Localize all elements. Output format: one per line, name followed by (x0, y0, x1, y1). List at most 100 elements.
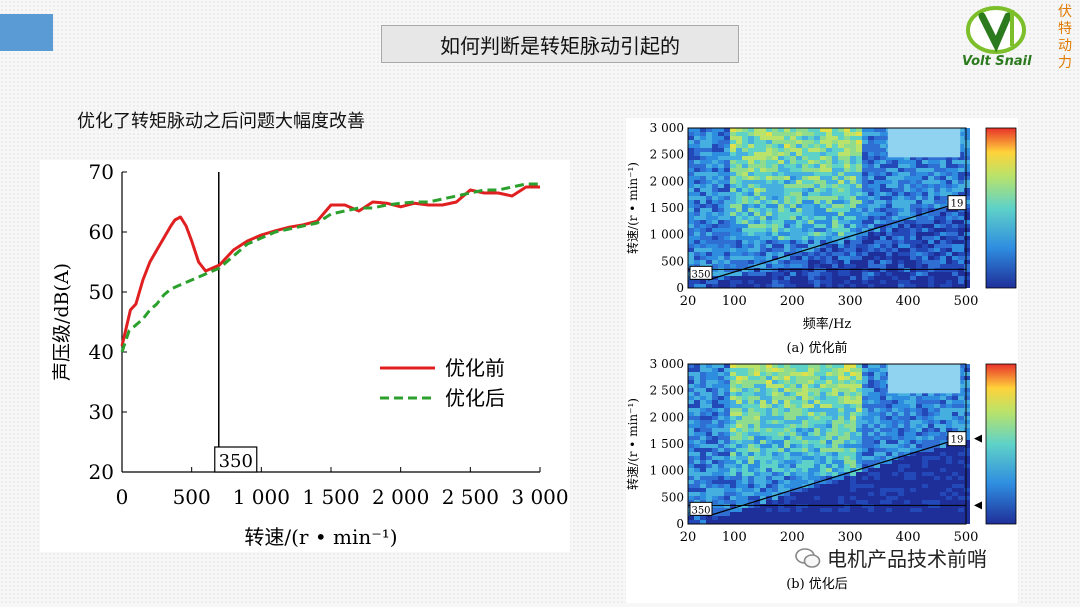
heatmap-cell (838, 212, 844, 216)
heatmap-cell (892, 412, 898, 416)
heatmap-cell (772, 192, 778, 196)
heatmap-cell (796, 428, 802, 432)
heatmap-cell (826, 264, 832, 268)
heatmap-cell (850, 504, 856, 508)
heatmap-cell (832, 152, 838, 156)
heatmap-cell (880, 440, 886, 444)
heatmap-cell (850, 188, 856, 192)
heatmap-cell (856, 424, 862, 428)
heatmap-cell (748, 388, 754, 392)
heatmap-cell (880, 152, 886, 156)
heatmap-cell (802, 168, 808, 172)
heatmap-cell (748, 260, 754, 264)
heatmap-cell (898, 160, 904, 164)
heatmap-cell (946, 172, 952, 176)
heatmap-cell (700, 468, 706, 472)
heatmap-cell (766, 500, 772, 504)
heatmap-cell (748, 164, 754, 168)
heatmap-cell (808, 432, 814, 436)
heatmap-cell (886, 444, 892, 448)
heatmap-cell (796, 160, 802, 164)
heatmap-cell (958, 460, 964, 464)
heatmap-cell (718, 472, 724, 476)
heatmap-cell (688, 224, 694, 228)
heatmap-cell (766, 208, 772, 212)
heatmap-cell (736, 404, 742, 408)
heatmap-cell (964, 516, 970, 520)
heatmap-cell (898, 200, 904, 204)
heatmap-cell (688, 132, 694, 136)
heatmap-cell (910, 444, 916, 448)
heatmap-cell (784, 480, 790, 484)
heatmap-cell (838, 384, 844, 388)
heatmap-cell (850, 424, 856, 428)
heatmap-cell (784, 416, 790, 420)
heatmap-cell (784, 140, 790, 144)
heatmap-cell (790, 452, 796, 456)
heatmap-cell (694, 260, 700, 264)
heatmap-cell (826, 176, 832, 180)
heatmap-cell (808, 436, 814, 440)
heatmap-cell (928, 272, 934, 276)
heatmap-cell (964, 376, 970, 380)
heatmap-cell (934, 180, 940, 184)
heatmap-cell (904, 424, 910, 428)
heatmap-cell (778, 384, 784, 388)
heatmap-cell (766, 412, 772, 416)
heatmap-cell (934, 404, 940, 408)
heatmap-cell (706, 180, 712, 184)
heatmap-cell (718, 448, 724, 452)
heatmap-cell (916, 220, 922, 224)
heatmap-cell (964, 228, 970, 232)
heatmap-cell (874, 384, 880, 388)
heatmap-cell (964, 404, 970, 408)
heatmap-cell (844, 412, 850, 416)
heatmap-cell (742, 152, 748, 156)
heatmap-cell (844, 176, 850, 180)
heatmap-cell (688, 392, 694, 396)
heatmap-cell (964, 396, 970, 400)
heatmap-cell (790, 280, 796, 284)
heatmap-cell (838, 260, 844, 264)
heatmap-cell (766, 468, 772, 472)
heatmap-cell (760, 436, 766, 440)
heatmap-cell (940, 268, 946, 272)
heatmap-cell (958, 180, 964, 184)
heatmap-cell (886, 428, 892, 432)
heatmap-cell (766, 240, 772, 244)
heatmap-cell (832, 508, 838, 512)
heatmap-cell (832, 500, 838, 504)
heatmap-cell (892, 212, 898, 216)
heatmap-cell (826, 368, 832, 372)
heatmap-cell (724, 404, 730, 408)
heatmap-cell (910, 212, 916, 216)
heatmap-cell (748, 496, 754, 500)
heatmap-cell (730, 284, 736, 288)
heatmap-cell (838, 256, 844, 260)
heatmap-cell (808, 268, 814, 272)
heatmap-cell (694, 248, 700, 252)
heatmap-cell (814, 200, 820, 204)
heatmap-cell (940, 452, 946, 456)
heatmap-cell (892, 204, 898, 208)
heatmap-cell (832, 136, 838, 140)
heatmap-cell (766, 480, 772, 484)
heatmap-cell (700, 476, 706, 480)
y-tick-label: 70 (89, 160, 114, 184)
heatmap-cell (730, 252, 736, 256)
heatmap-cell (724, 200, 730, 204)
heatmap-cell (850, 436, 856, 440)
heatmap-cell (754, 184, 760, 188)
heatmap-cell (700, 456, 706, 460)
heatmap-cell (844, 452, 850, 456)
heatmap-cell (790, 444, 796, 448)
heatmap-cell (790, 196, 796, 200)
heatmap-cell (826, 152, 832, 156)
heatmap-cell (730, 156, 736, 160)
heatmap-cell (820, 256, 826, 260)
heatmap-cell (820, 188, 826, 192)
heatmap-cell (748, 440, 754, 444)
heatmap-cell (910, 188, 916, 192)
heatmap-cell (766, 144, 772, 148)
